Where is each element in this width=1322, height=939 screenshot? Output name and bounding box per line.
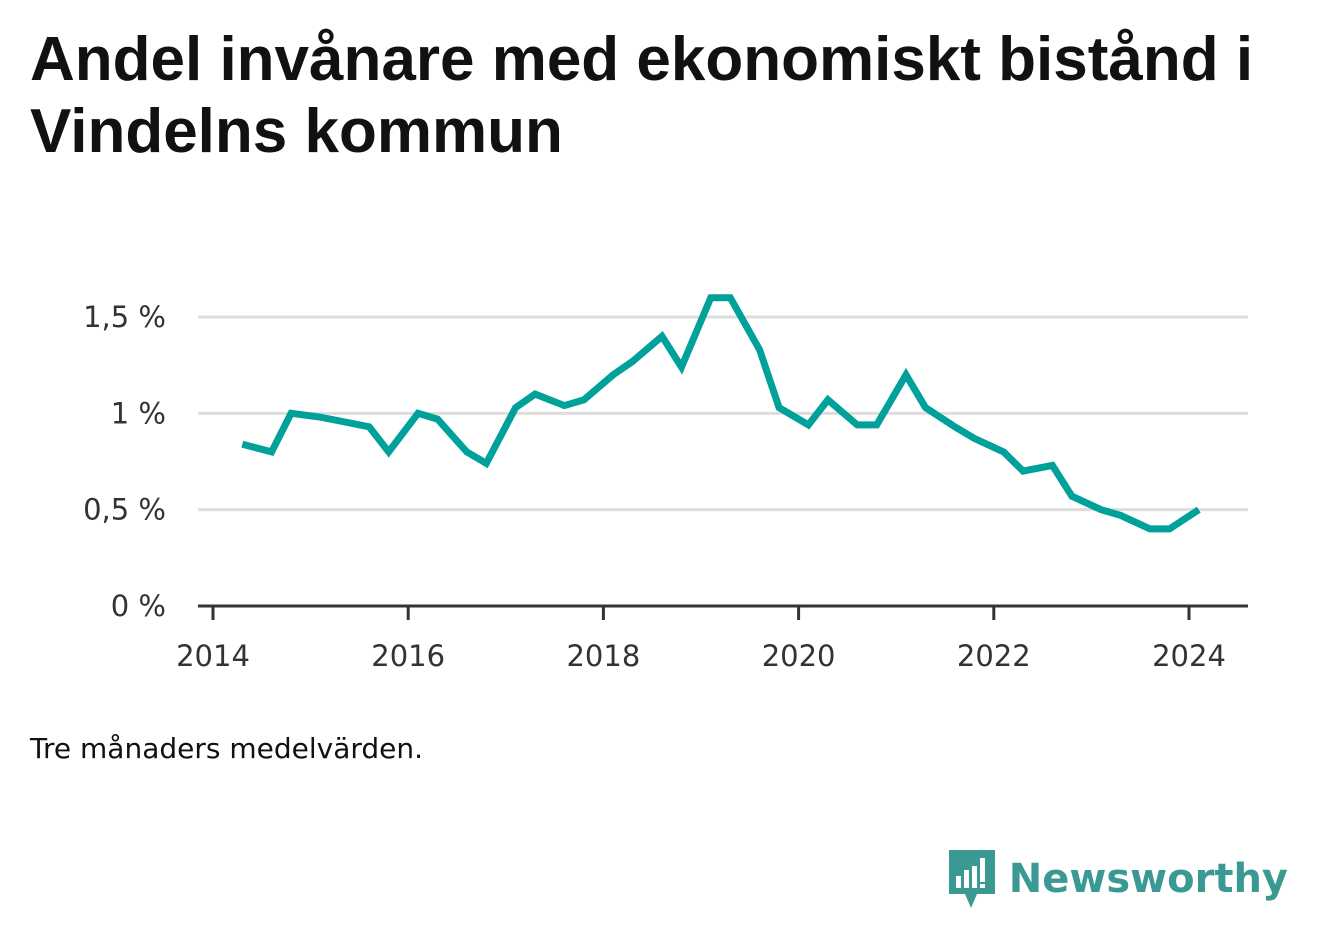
- newsworthy-bars-icon: [948, 850, 995, 908]
- x-tick-label: 2020: [762, 639, 836, 673]
- x-tick-label: 2024: [1152, 639, 1226, 673]
- x-tick-label: 2014: [176, 639, 250, 673]
- grid-lines: [198, 315, 1248, 512]
- y-axis-ticks: 0 % 0,5 % 1 % 1,5 %: [83, 300, 166, 623]
- x-tick-label: 2018: [566, 639, 640, 673]
- brand-name: Newsworthy: [1008, 856, 1288, 902]
- x-tick-label: 2022: [957, 639, 1031, 673]
- x-axis-ticks: 2014 2016 2018 2020 2022 2024: [176, 606, 1226, 673]
- y-tick-label: 1,5 %: [83, 300, 166, 334]
- chart-title: Andel invånare med ekonomiskt bistånd i …: [30, 25, 1254, 166]
- chart-note: Tre månaders medelvärden.: [30, 732, 424, 765]
- brand-logo: Newsworthy: [947, 848, 1288, 910]
- series-line: [241, 294, 1201, 533]
- x-tick-label: 2016: [371, 639, 445, 673]
- line-chart: 0 % 0,5 % 1 % 1,5 % 2014 2016 2018 2020 2022 202…: [83, 294, 1248, 673]
- y-tick-label: 1 %: [111, 396, 166, 430]
- y-tick-label: 0 %: [111, 589, 166, 623]
- y-tick-label: 0,5 %: [83, 493, 166, 527]
